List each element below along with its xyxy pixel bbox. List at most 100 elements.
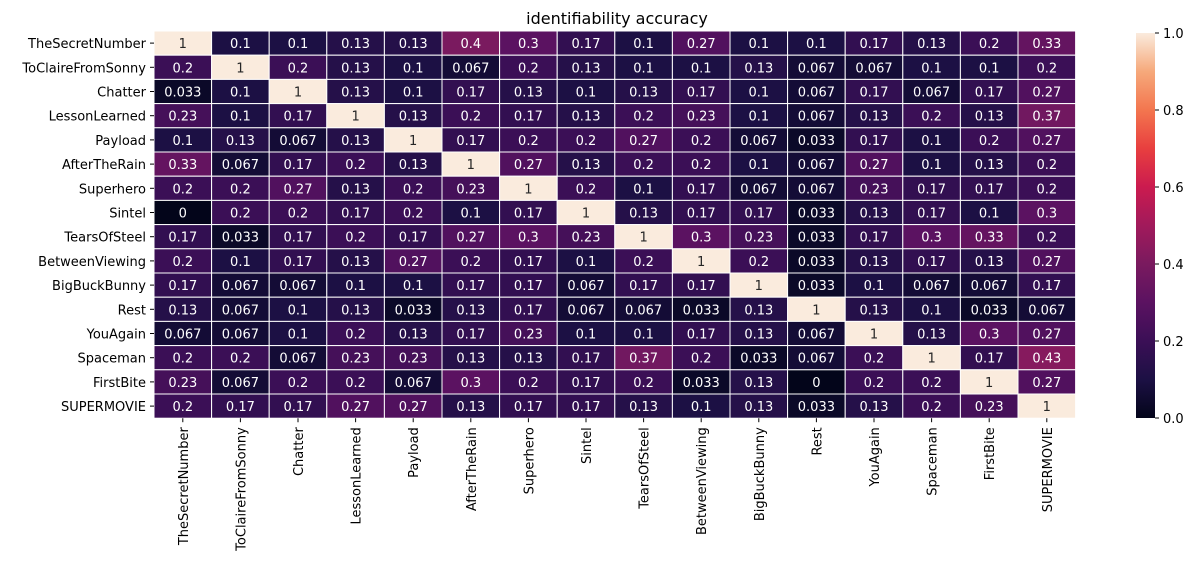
cell-label: 1 [409, 134, 417, 149]
cell-label: 0.2 [1036, 158, 1057, 173]
heatmap-cell [556, 127, 616, 153]
cell-label: 0.067 [740, 182, 777, 197]
cell-label: 0.17 [456, 328, 485, 343]
cell-label: 0.3 [921, 231, 942, 246]
cell-label: 0.17 [975, 182, 1004, 197]
heatmap-cell [153, 248, 213, 274]
heatmap-cell [844, 54, 904, 80]
heatmap-cell [153, 224, 213, 250]
cell-label: 0.1 [748, 158, 769, 173]
heatmap-cell [153, 369, 213, 395]
cell-label: 0.13 [341, 86, 370, 101]
heatmap-cell [959, 199, 1019, 226]
colorbar-tick-label: 1.0 [1163, 27, 1184, 42]
cell-label: 0.13 [572, 61, 601, 76]
x-tick-label: AfterTheRain [465, 427, 480, 511]
y-tick-label: FirstBite [93, 376, 146, 391]
cell-label: 0.2 [518, 61, 539, 76]
heatmap-cell [326, 369, 385, 395]
heatmap-cell [902, 199, 961, 226]
cell-label: 0.1 [921, 134, 942, 149]
heatmap-cell [211, 345, 270, 371]
cell-label: 0.27 [1032, 86, 1061, 101]
cell-label: 0.17 [514, 303, 543, 318]
cell-label: 0.067 [913, 279, 950, 294]
heatmap-cell [326, 78, 385, 105]
cell-label: 0.13 [514, 86, 543, 101]
heatmap-cell [787, 248, 846, 274]
cell-label: 1 [985, 376, 993, 391]
heatmap-cell [499, 54, 558, 80]
cell-label: 0.17 [284, 231, 313, 246]
cell-label: 0.13 [399, 158, 428, 173]
cell-label: 0.1 [576, 255, 597, 270]
cell-label: 0.2 [230, 207, 251, 222]
cell-label: 0.1 [345, 279, 366, 294]
y-tick-label: ToClaireFromSonny [21, 61, 146, 76]
heatmap-cell [729, 369, 789, 395]
cell-label: 0.2 [345, 376, 366, 391]
cell-label: 1 [812, 303, 820, 318]
y-tick-label: Sintel [109, 207, 146, 222]
cell-label: 0.2 [921, 400, 942, 415]
heatmap-cell [441, 369, 501, 395]
cell-label: 0.17 [744, 207, 773, 222]
heatmap-cell [441, 30, 501, 56]
cell-label: 0.2 [288, 61, 309, 76]
heatmap-cell [959, 127, 1019, 153]
cell-label: 0.1 [460, 207, 481, 222]
y-tick-label: TheSecretNumber [27, 37, 147, 52]
cell-label: 0.13 [514, 352, 543, 367]
cell-label: 0.067 [395, 376, 432, 391]
cell-label: 0.13 [975, 110, 1004, 125]
cell-label: 0.17 [687, 86, 716, 101]
heatmap-cell [268, 320, 328, 347]
heatmap-cell [153, 272, 213, 298]
heatmap-cell [671, 199, 731, 226]
cell-label: 0.1 [748, 110, 769, 125]
cell-label: 0.13 [917, 328, 946, 343]
heatmap-cell [499, 248, 558, 274]
heatmap-cell [671, 345, 731, 371]
cell-label: 0.23 [399, 352, 428, 367]
cell-label: 0.13 [860, 255, 889, 270]
heatmap-cell [1017, 30, 1077, 56]
cell-label: 0.067 [625, 303, 662, 318]
heatmap-cell [671, 78, 731, 105]
heatmap-cell [1017, 127, 1077, 153]
cell-label: 0.1 [230, 110, 251, 125]
cell-label: 1 [236, 61, 244, 76]
heatmap-cell [959, 54, 1019, 80]
cell-label: 0.067 [798, 158, 835, 173]
heatmap-cell [959, 296, 1019, 322]
cell-label: 0.3 [518, 37, 539, 52]
heatmap-cell [268, 54, 328, 80]
heatmap-cell [1017, 151, 1077, 177]
heatmap-cell [729, 127, 789, 153]
heatmap-cell [326, 54, 385, 80]
y-tick-label: SUPERMOVIE [61, 400, 146, 415]
x-tick-label: LessonLearned [350, 427, 365, 524]
heatmap-cell [729, 151, 789, 177]
cell-label: 0.17 [860, 86, 889, 101]
cell-label: 0.033 [971, 303, 1008, 318]
cell-label: 0.2 [518, 134, 539, 149]
heatmap-cell [153, 320, 213, 347]
heatmap-cell [1017, 248, 1077, 274]
heatmap-cell [1017, 199, 1077, 226]
cell-label: 0.2 [230, 182, 251, 197]
cell-label: 0.067 [798, 61, 835, 76]
x-tick-label: BigBuckBunny [753, 427, 768, 521]
cell-label: 0.27 [860, 158, 889, 173]
cell-label: 0.23 [456, 182, 485, 197]
heatmap-cell [902, 345, 961, 371]
cell-label: 0.033 [798, 400, 835, 415]
cell-label: 0.067 [452, 61, 489, 76]
cell-label: 0.1 [288, 303, 309, 318]
heatmap-cell [729, 296, 789, 322]
cell-label: 0.033 [798, 231, 835, 246]
cell-label: 0.1 [230, 37, 251, 52]
heatmap-cell [1017, 224, 1077, 250]
cell-label: 0.17 [917, 182, 946, 197]
